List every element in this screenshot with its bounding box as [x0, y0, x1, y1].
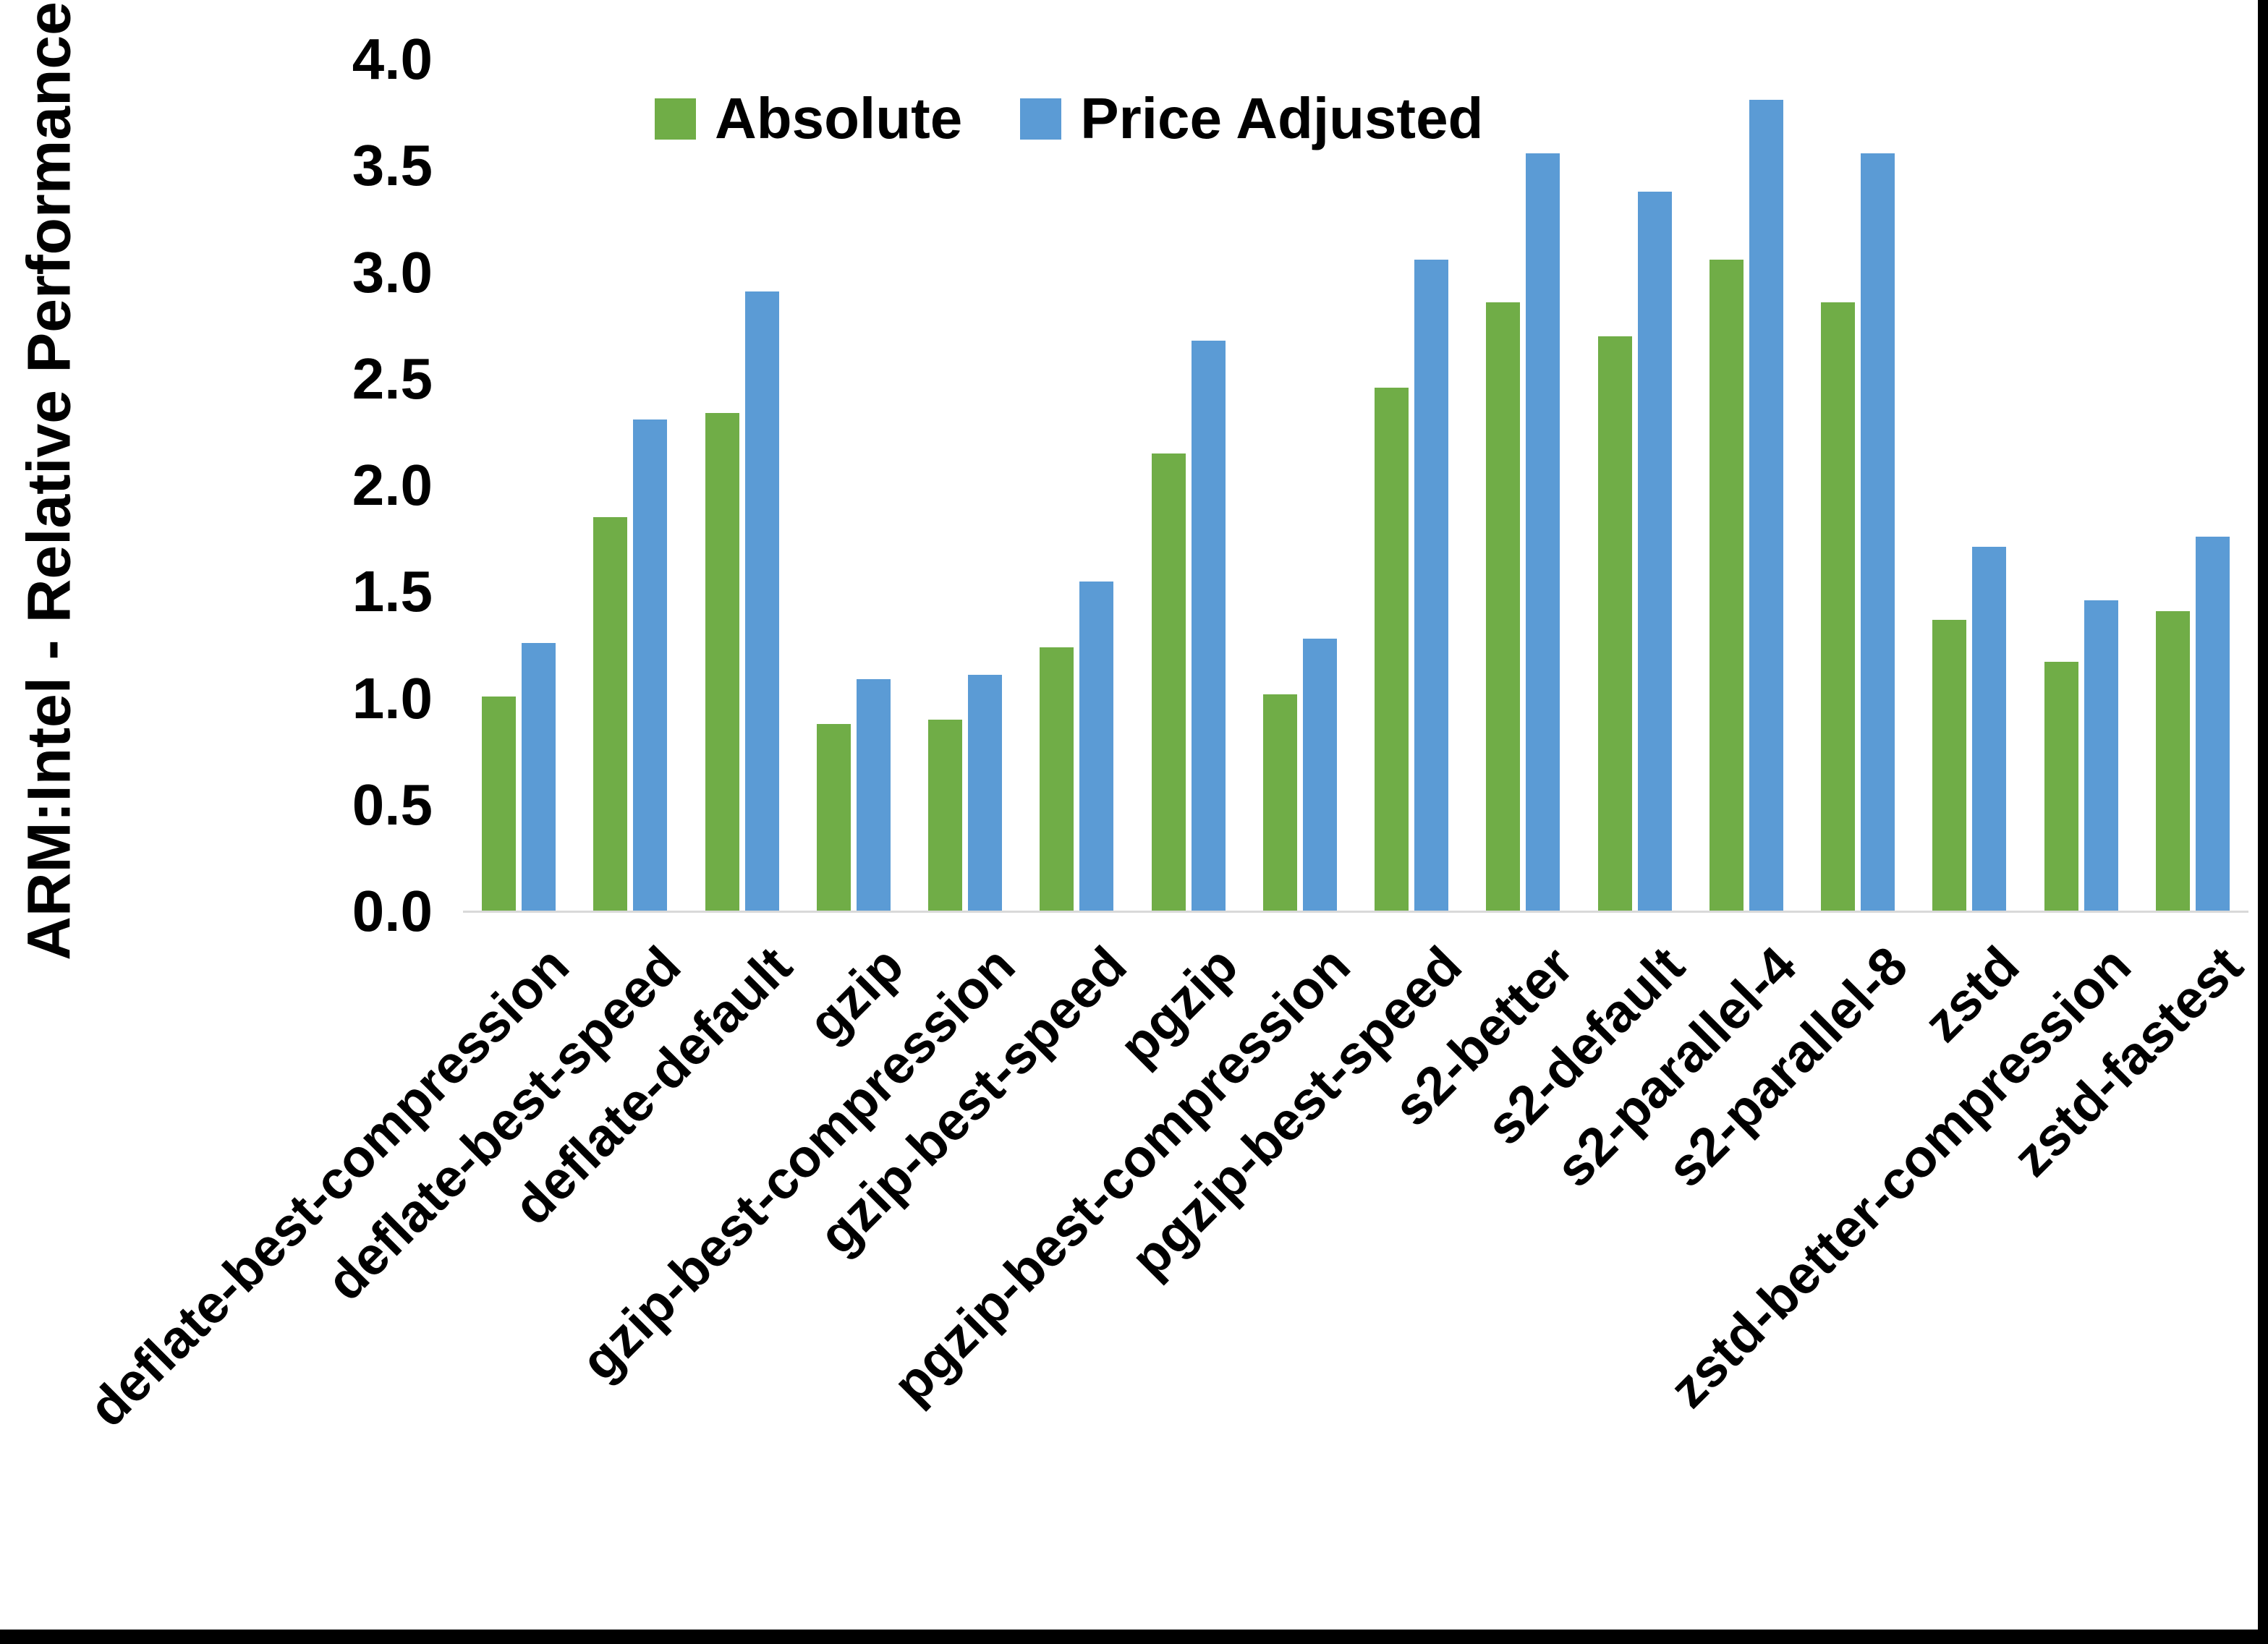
bar-s2-parallel-4-absolute — [1709, 259, 1744, 911]
bar-s2-better-absolute — [1486, 302, 1521, 911]
bar-group-zstd-fastest — [2137, 59, 2248, 911]
legend-label: Absolute — [715, 86, 963, 150]
bar-s2-default-price-adjusted — [1637, 191, 1672, 911]
bar-zstd-better-compression-absolute — [2044, 662, 2078, 911]
bar-group-s2-better — [1467, 59, 1579, 911]
bar-zstd-fastest-absolute — [2155, 610, 2190, 911]
bar-zstd-fastest-price-adjusted — [2195, 536, 2230, 911]
bars-container — [463, 59, 2248, 911]
bar-pgzip-absolute — [1151, 453, 1186, 911]
bar-zstd-absolute — [1932, 619, 1967, 911]
legend-item-price-adjusted: Price Adjusted — [1020, 85, 1483, 152]
y-tick-label-3.0: 3.0 — [352, 239, 433, 304]
y-tick-label-2.0: 2.0 — [352, 453, 433, 517]
bar-group-deflate-best-speed — [574, 59, 686, 911]
y-tick-label-4.0: 4.0 — [352, 27, 433, 91]
bar-group-zstd-better-compression — [2026, 59, 2137, 911]
bar-pgzip-best-speed-price-adjusted — [1414, 259, 1449, 911]
bar-group-deflate-best-compression — [463, 59, 574, 911]
bar-group-gzip-best-speed — [1021, 59, 1132, 911]
legend: Absolute Price Adjusted — [655, 85, 1483, 152]
bar-pgzip-price-adjusted — [1191, 340, 1226, 911]
bar-deflate-best-speed-price-adjusted — [633, 419, 668, 911]
bar-deflate-best-compression-absolute — [482, 696, 517, 911]
x-category-label-deflate-best-compression: deflate-best-compression — [77, 934, 580, 1439]
bar-group-s2-default — [1579, 59, 1691, 911]
bar-s2-default-absolute — [1597, 336, 1632, 911]
bar-group-gzip-best-compression — [909, 59, 1021, 911]
bar-group-pgzip — [1133, 59, 1244, 911]
bar-s2-parallel-8-price-adjusted — [1861, 153, 1895, 911]
screenshot-bottom-border — [0, 1630, 2268, 1644]
plot-area — [463, 59, 2248, 913]
y-tick-label-0.5: 0.5 — [352, 772, 433, 837]
bar-group-pgzip-best-speed — [1356, 59, 1467, 911]
bar-pgzip-best-compression-price-adjusted — [1302, 639, 1337, 911]
legend-swatch-icon — [655, 98, 696, 140]
bar-gzip-best-compression-absolute — [928, 719, 963, 911]
bar-s2-parallel-4-price-adjusted — [1749, 99, 1783, 911]
screenshot-right-border — [2258, 0, 2268, 1644]
y-tick-label-1.5: 1.5 — [352, 559, 433, 624]
bar-s2-parallel-8-absolute — [1821, 302, 1856, 911]
legend-swatch-icon — [1020, 98, 1062, 140]
bar-group-gzip — [798, 59, 909, 911]
bar-group-zstd — [1914, 59, 2025, 911]
legend-item-absolute: Absolute — [655, 85, 962, 152]
y-tick-label-0.0: 0.0 — [352, 879, 433, 943]
bar-zstd-better-compression-price-adjusted — [2084, 600, 2118, 911]
bar-gzip-price-adjusted — [856, 679, 891, 911]
bar-gzip-absolute — [816, 723, 851, 911]
bar-gzip-best-speed-price-adjusted — [1079, 581, 1114, 911]
bar-pgzip-best-compression-absolute — [1262, 694, 1297, 911]
bar-deflate-default-absolute — [705, 412, 739, 911]
bar-group-pgzip-best-compression — [1244, 59, 1356, 911]
legend-label: Price Adjusted — [1080, 86, 1484, 150]
bar-deflate-default-price-adjusted — [744, 291, 779, 911]
x-axis-line — [463, 911, 2248, 913]
bar-deflate-best-compression-price-adjusted — [522, 642, 556, 911]
y-axis-title: ARM:Intel - Relative Performance — [14, 1, 83, 961]
bar-group-s2-parallel-8 — [1802, 59, 1914, 911]
bar-s2-better-price-adjusted — [1526, 153, 1560, 911]
bar-gzip-best-speed-absolute — [1040, 647, 1074, 911]
bar-zstd-price-adjusted — [1972, 547, 2007, 911]
bar-deflate-best-speed-absolute — [593, 517, 628, 911]
bar-pgzip-best-speed-absolute — [1375, 387, 1409, 911]
bar-group-deflate-default — [687, 59, 798, 911]
y-tick-label-2.5: 2.5 — [352, 346, 433, 411]
y-tick-label-3.5: 3.5 — [352, 133, 433, 198]
y-tick-label-1.0: 1.0 — [352, 665, 433, 731]
bar-group-s2-parallel-4 — [1691, 59, 1802, 911]
bar-gzip-best-compression-price-adjusted — [968, 675, 1003, 911]
